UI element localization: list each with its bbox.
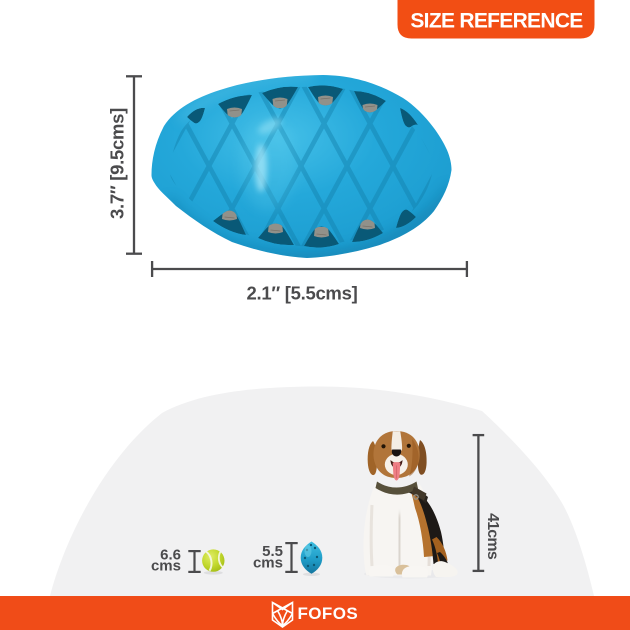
svg-text:cms: cms <box>253 555 283 572</box>
svg-text:SIZE REFERENCE: SIZE REFERENCE <box>410 10 583 33</box>
svg-text:FOFOS: FOFOS <box>298 604 359 623</box>
svg-text:cms: cms <box>151 558 181 575</box>
svg-text:41cms: 41cms <box>484 513 501 560</box>
svg-text:6.6: 6.6 <box>160 547 181 564</box>
svg-text:2.1″ [5.5cms]: 2.1″ [5.5cms] <box>247 283 358 304</box>
svg-text:5.5: 5.5 <box>262 543 283 560</box>
svg-text:3.7″ [9.5cms]: 3.7″ [9.5cms] <box>107 108 128 219</box>
